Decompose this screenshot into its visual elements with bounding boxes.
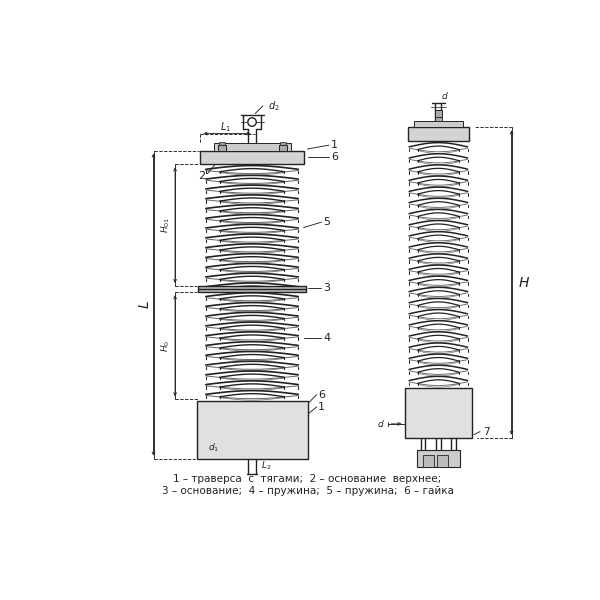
Text: $d_1$: $d_1$ [208,442,219,454]
Bar [198,286,306,292]
Text: 4: 4 [323,332,331,343]
Text: $d$: $d$ [441,89,448,101]
Bar [280,142,286,145]
Text: 1: 1 [331,140,338,150]
Text: L: L [138,301,152,308]
Bar [219,142,225,145]
Text: $d$: $d$ [377,418,385,430]
Text: 1: 1 [318,402,325,412]
Text: $H_0$: $H_0$ [160,340,172,352]
Circle shape [248,118,256,126]
Text: $L_2$: $L_2$ [261,460,271,472]
Text: $L_1$: $L_1$ [220,121,232,134]
Text: 1 – траверса  с  тягами;  2 – основание  верхнее;: 1 – траверса с тягами; 2 – основание вер… [173,473,442,484]
Bar [197,401,308,458]
Text: 2: 2 [199,171,206,181]
Bar [434,116,442,121]
Bar [417,450,460,467]
Bar [200,151,304,164]
Text: $H_{01}$: $H_{01}$ [160,217,172,233]
Text: 3: 3 [323,283,330,293]
Bar [279,145,287,151]
Text: 5: 5 [323,217,330,227]
Bar [218,145,226,151]
Bar [423,455,434,467]
Bar [407,127,469,141]
Text: 6: 6 [318,389,325,400]
Text: 6: 6 [331,152,338,161]
Bar [437,455,448,467]
Bar [214,143,290,151]
Bar [414,121,463,127]
Text: H: H [518,275,529,290]
Text: $d_2$: $d_2$ [268,99,280,113]
Bar [404,388,472,438]
Text: 7: 7 [483,427,490,437]
Bar [434,110,442,116]
Text: 3 – основание;  4 – пружина;  5 – пружина;  6 – гайка: 3 – основание; 4 – пружина; 5 – пружина;… [161,486,454,496]
